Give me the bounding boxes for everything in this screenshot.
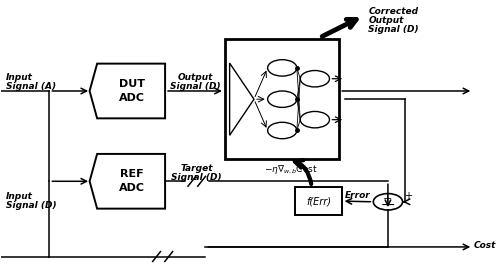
Text: Output: Output	[368, 16, 404, 25]
Bar	[225, 39, 339, 160]
Bar	[296, 187, 342, 216]
Text: REF: REF	[120, 169, 144, 180]
Text: Signal (D): Signal (D)	[172, 173, 222, 182]
Text: Input: Input	[6, 192, 32, 201]
Text: Signal (D): Signal (D)	[170, 82, 220, 91]
Text: $-\eta\nabla_{w,b}$Cost: $-\eta\nabla_{w,b}$Cost	[264, 163, 318, 176]
Text: Input: Input	[6, 73, 32, 82]
Text: Corrected: Corrected	[368, 7, 418, 16]
Text: Signal (D): Signal (D)	[368, 25, 419, 34]
Text: Cost: Cost	[474, 241, 496, 250]
Text: Signal (A): Signal (A)	[6, 82, 56, 91]
Text: DUT: DUT	[119, 79, 145, 89]
Text: Signal (D): Signal (D)	[6, 201, 56, 210]
Text: Error: Error	[345, 191, 371, 200]
Text: −: −	[380, 199, 390, 212]
Text: Target: Target	[180, 164, 213, 174]
Text: ADC: ADC	[119, 183, 145, 193]
Text: −: −	[384, 199, 395, 211]
Text: f(Err): f(Err)	[306, 196, 331, 206]
Text: ADC: ADC	[119, 93, 145, 103]
Text: Output: Output	[177, 73, 212, 82]
Text: +: +	[383, 194, 392, 204]
Text: +: +	[404, 191, 412, 201]
